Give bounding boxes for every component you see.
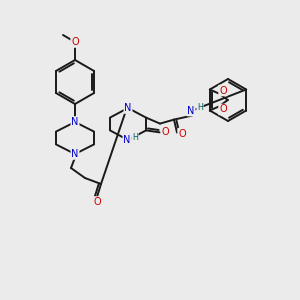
Text: O: O bbox=[178, 129, 186, 139]
Text: H: H bbox=[197, 103, 203, 112]
Text: O: O bbox=[93, 197, 101, 207]
Text: N: N bbox=[71, 117, 79, 127]
Text: N: N bbox=[187, 106, 195, 116]
Text: N: N bbox=[124, 103, 132, 113]
Text: O: O bbox=[71, 37, 79, 47]
Text: O: O bbox=[161, 128, 169, 137]
Text: N: N bbox=[123, 135, 131, 145]
Text: H: H bbox=[132, 133, 138, 142]
Text: N: N bbox=[71, 149, 79, 159]
Text: O: O bbox=[219, 104, 226, 115]
Text: O: O bbox=[219, 85, 226, 95]
